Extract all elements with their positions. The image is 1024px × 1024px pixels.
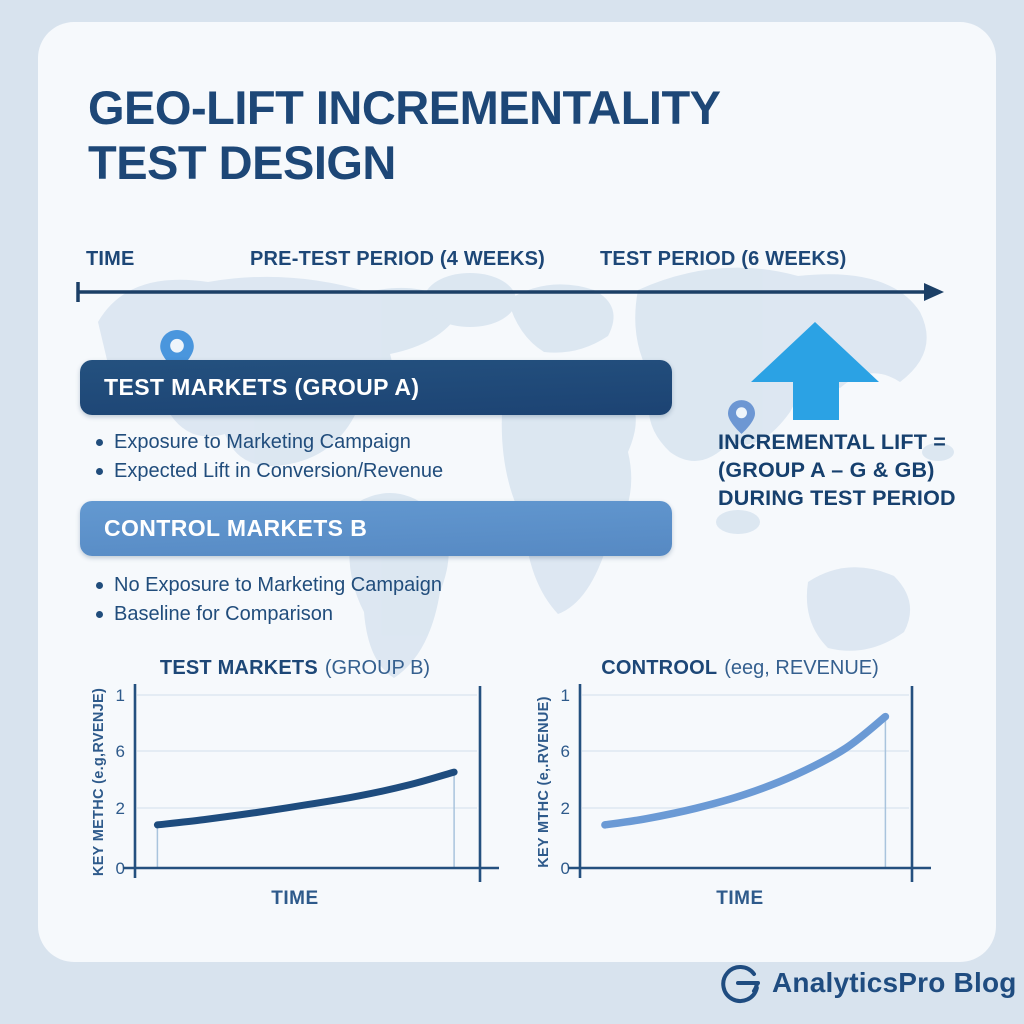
incremental-lift-line3: DURING TEST PERIOD — [718, 486, 956, 510]
chart-test-markets-xlabel: TIME — [271, 888, 319, 909]
ytick-3: 0 — [116, 859, 125, 878]
chart-control-xlabel: TIME — [716, 888, 764, 909]
timeline-time-label: TIME — [86, 248, 135, 270]
chart-control: CONTROOL (eeg, REVENUE) KEY MTHC (e,.RVEN… — [530, 655, 950, 920]
test-markets-banner-label: TEST MARKETS (GROUP A) — [104, 374, 420, 400]
ytick-0: 1 — [561, 686, 570, 705]
data-line — [601, 712, 890, 829]
test-markets-bullet-1: Exposure to Marketing Campaign — [94, 428, 443, 457]
incremental-lift-text: INCREMENTAL LIFT = (GROUP A – G & GB) DU… — [718, 428, 988, 512]
test-markets-bullet-2: Expected Lift in Conversion/Revenue — [94, 457, 443, 486]
ytick-3: 0 — [561, 859, 570, 878]
ytick-0: 1 — [116, 686, 125, 705]
chart-test-markets-plot: 1 6 2 0 — [116, 684, 499, 882]
page-title-line2: TEST DESIGN — [88, 136, 396, 190]
page-title: GEO-LIFT INCREMENTALITY TEST DESIGN — [88, 80, 721, 191]
page-title-line1: GEO-LIFT INCREMENTALITY — [88, 81, 721, 134]
chart-control-title: CONTROOL (eeg, REVENUE) — [530, 657, 950, 680]
chart-control-title-rest: (eeg, REVENUE) — [724, 657, 879, 679]
control-markets-bullets: No Exposure to Marketing Campaign Baseli… — [94, 571, 442, 629]
control-markets-bullet-1: No Exposure to Marketing Campaign — [94, 571, 442, 600]
timeline-pretest-label: PRE-TEST PERIOD (4 WEEKS) — [250, 248, 546, 270]
control-markets-banner: CONTROL MARKETS B — [80, 501, 672, 556]
chart-control-title-bold: CONTROOL — [601, 657, 718, 679]
data-line — [153, 768, 458, 829]
test-markets-banner: TEST MARKETS (GROUP A) — [80, 360, 672, 415]
world-map-background — [98, 267, 954, 678]
ytick-1: 6 — [116, 742, 125, 761]
chart-test-markets-title-rest: (GROUP B) — [324, 657, 431, 679]
timeline-arrow — [76, 282, 944, 302]
analyticspro-logo-icon — [721, 965, 760, 1003]
chart-test-markets-title-bold: TEST MARKETS — [159, 657, 318, 679]
lift-map-pin-icon — [728, 400, 755, 434]
content-card: GEO-LIFT INCREMENTALITY TEST DESIGN TIME… — [38, 22, 996, 962]
control-markets-banner-label: CONTROL MARKETS B — [104, 515, 368, 541]
ytick-1: 6 — [561, 742, 570, 761]
ytick-2: 2 — [116, 799, 125, 818]
footer-brand-text: AnalyticsPro Blog — [772, 967, 1017, 998]
chart-test-markets-title: TEST MARKETS (GROUP B) — [85, 657, 505, 680]
incremental-lift-line1: INCREMENTAL LIFT = — [718, 430, 946, 454]
timeline-test-label: TEST PERIOD (6 WEEKS) — [600, 248, 847, 270]
ytick-2: 2 — [561, 799, 570, 818]
control-markets-bullet-2: Baseline for Comparison — [94, 600, 442, 629]
drop-lines — [156, 772, 455, 868]
incremental-lift-line2: (GROUP A – G & GB) — [718, 458, 935, 482]
test-markets-bullets: Exposure to Marketing Campaign Expected … — [94, 428, 443, 486]
chart-control-plot: 1 6 2 0 — [561, 684, 931, 882]
chart-test-markets: TEST MARKETS (GROUP B) KEY METHC (e.g,RVE… — [85, 655, 505, 920]
lift-up-arrow-icon — [751, 322, 879, 420]
